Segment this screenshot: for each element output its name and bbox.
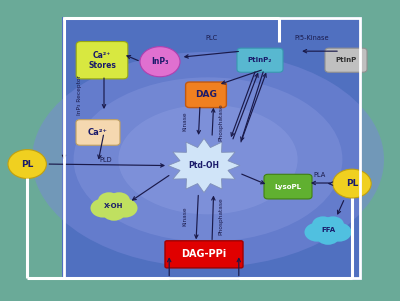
Text: LysoPL: LysoPL bbox=[274, 184, 302, 190]
Text: DAG: DAG bbox=[195, 90, 217, 99]
Circle shape bbox=[311, 218, 345, 243]
Text: InP₃: InP₃ bbox=[151, 57, 169, 66]
FancyBboxPatch shape bbox=[325, 48, 367, 72]
Circle shape bbox=[316, 227, 340, 245]
FancyBboxPatch shape bbox=[165, 241, 243, 268]
FancyBboxPatch shape bbox=[76, 119, 120, 145]
FancyBboxPatch shape bbox=[62, 17, 362, 280]
Circle shape bbox=[8, 150, 46, 178]
Circle shape bbox=[102, 203, 126, 221]
Circle shape bbox=[333, 169, 371, 198]
Ellipse shape bbox=[118, 105, 298, 214]
FancyBboxPatch shape bbox=[0, 280, 400, 301]
Text: PLC: PLC bbox=[206, 35, 218, 41]
Text: Phosphatase: Phosphatase bbox=[219, 103, 224, 141]
Text: PLD: PLD bbox=[99, 157, 112, 163]
Polygon shape bbox=[168, 138, 240, 193]
Text: FFA: FFA bbox=[321, 227, 335, 233]
Circle shape bbox=[97, 194, 131, 219]
Text: DAG-PPi: DAG-PPi bbox=[181, 249, 227, 259]
FancyBboxPatch shape bbox=[76, 42, 128, 79]
Text: X-OH: X-OH bbox=[104, 203, 124, 209]
Text: PtInP: PtInP bbox=[335, 57, 357, 63]
FancyBboxPatch shape bbox=[0, 0, 62, 301]
Circle shape bbox=[304, 223, 330, 242]
Text: Kinase: Kinase bbox=[183, 206, 188, 226]
Text: PLA: PLA bbox=[314, 172, 326, 178]
Text: Ca²⁺
Stores: Ca²⁺ Stores bbox=[88, 51, 116, 70]
Circle shape bbox=[312, 216, 334, 233]
FancyBboxPatch shape bbox=[237, 48, 283, 72]
Text: PL: PL bbox=[346, 179, 358, 188]
Text: Phosphatase: Phosphatase bbox=[219, 197, 224, 235]
Circle shape bbox=[140, 47, 180, 77]
Circle shape bbox=[90, 199, 116, 218]
Circle shape bbox=[98, 192, 120, 209]
Text: Ptd-OH: Ptd-OH bbox=[188, 161, 220, 170]
Text: Kinase: Kinase bbox=[183, 111, 188, 131]
FancyBboxPatch shape bbox=[186, 82, 226, 107]
Text: Ca²⁺: Ca²⁺ bbox=[88, 128, 108, 137]
FancyBboxPatch shape bbox=[0, 0, 400, 17]
Text: PL: PL bbox=[21, 160, 33, 169]
Text: PI5-Kinase: PI5-Kinase bbox=[295, 35, 329, 41]
Circle shape bbox=[112, 199, 138, 218]
Text: InP₃ Receptor: InP₃ Receptor bbox=[77, 75, 82, 115]
Text: PtInP₂: PtInP₂ bbox=[248, 57, 272, 63]
Ellipse shape bbox=[32, 52, 384, 267]
FancyBboxPatch shape bbox=[362, 0, 400, 301]
Circle shape bbox=[326, 223, 352, 242]
FancyBboxPatch shape bbox=[264, 174, 312, 199]
Ellipse shape bbox=[74, 77, 342, 242]
Circle shape bbox=[108, 192, 130, 209]
Circle shape bbox=[322, 216, 344, 233]
